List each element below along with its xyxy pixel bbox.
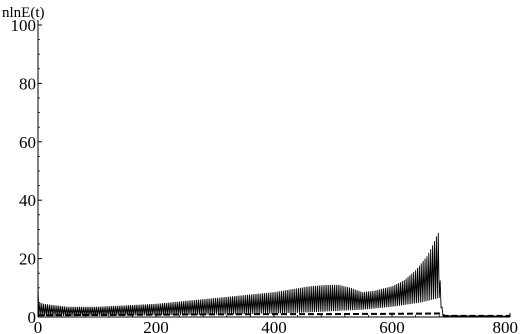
y-tick-label: 40 xyxy=(19,191,36,210)
x-tick-label: 400 xyxy=(261,318,287,334)
y-tick-label: 100 xyxy=(11,16,37,35)
x-tick-label: 600 xyxy=(379,318,405,334)
y-tick-label: 80 xyxy=(19,74,36,93)
y-tick-label: 60 xyxy=(19,133,36,152)
series-baseline-line xyxy=(37,312,510,317)
x-tick-label: 200 xyxy=(143,318,169,334)
series-oscillation-line xyxy=(37,232,510,317)
y-axis-title: nlnE(t) xyxy=(2,5,45,21)
y-tick-label: 20 xyxy=(19,250,36,269)
ticks: 0 200 400 600 800 0 20 40 60 80 100 xyxy=(11,16,519,334)
plot-area xyxy=(37,232,510,317)
x-tick-label: 0 xyxy=(34,318,43,334)
x-tick-label: 800 xyxy=(493,318,519,334)
y-tick-label: 0 xyxy=(28,308,37,327)
